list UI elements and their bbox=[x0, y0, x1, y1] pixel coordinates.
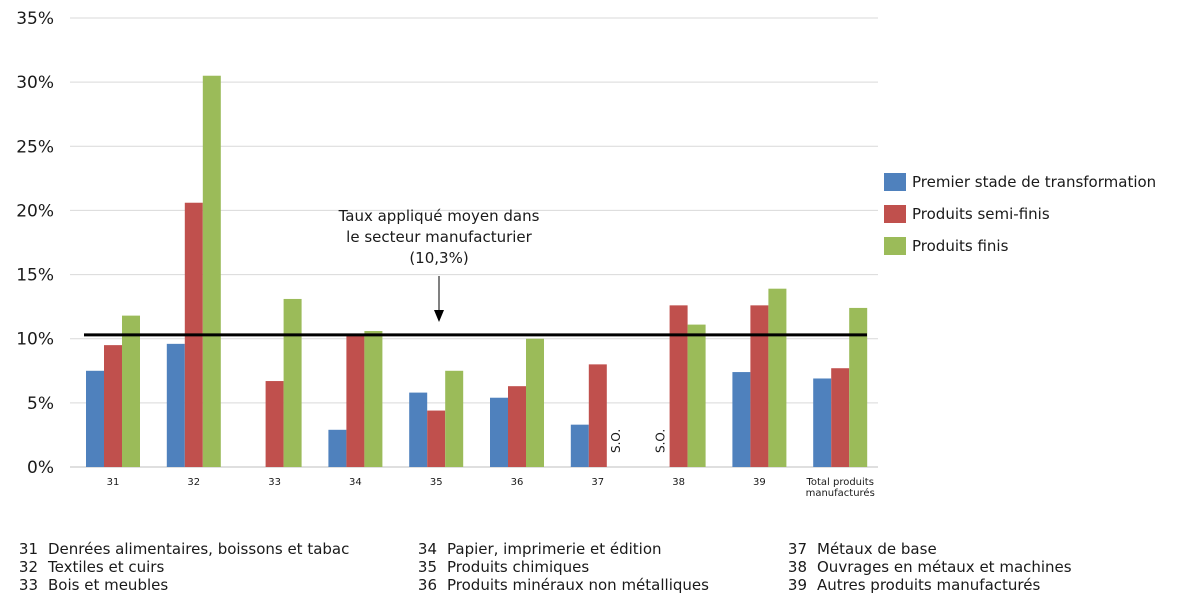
bar bbox=[283, 298, 302, 467]
footnote-row: 37 Métaux de base bbox=[769, 540, 1072, 558]
x-tick-label: 37 bbox=[591, 477, 604, 488]
bar bbox=[202, 75, 221, 467]
bar bbox=[265, 381, 284, 467]
y-tick-label: 5% bbox=[27, 394, 54, 414]
bar bbox=[508, 386, 526, 467]
footnote-code: 32 bbox=[18, 558, 38, 576]
footnote-code: 34 bbox=[417, 540, 437, 558]
annotation-arrow-head bbox=[434, 310, 444, 322]
legend-label: Premier stade de transformation bbox=[912, 173, 1157, 191]
x-tick-label: manufacturés bbox=[806, 487, 875, 499]
legend-item-semi-finis: Produits semi-finis bbox=[884, 204, 1156, 224]
footnote-row: 36 Produits minéraux non métalliques bbox=[399, 576, 709, 594]
footnote-row: 35 Produits chimiques bbox=[399, 558, 709, 576]
legend-label: Produits finis bbox=[912, 237, 1009, 255]
na-marker: S.O. bbox=[654, 429, 668, 453]
x-tick-label: Total produits bbox=[805, 477, 874, 488]
x-tick-label: 36 bbox=[511, 477, 524, 488]
y-tick-label: 35% bbox=[16, 9, 54, 29]
footnote-code: 33 bbox=[18, 576, 38, 594]
bar bbox=[849, 307, 868, 467]
footnote-label: Produits chimiques bbox=[447, 558, 590, 576]
footnote-row: 34 Papier, imprimerie et édition bbox=[399, 540, 709, 558]
x-tick-label: 31 bbox=[107, 477, 120, 488]
bar bbox=[490, 397, 508, 467]
bar bbox=[427, 410, 446, 467]
footnote-code: 35 bbox=[417, 558, 437, 576]
footnote-code: 31 bbox=[18, 540, 38, 558]
footnote-code: 36 bbox=[417, 576, 437, 594]
legend-swatch bbox=[884, 237, 906, 255]
bar bbox=[669, 305, 688, 467]
bar bbox=[570, 424, 589, 467]
y-tick-label: 20% bbox=[16, 201, 54, 221]
footnote-row: 31 Denrées alimentaires, boissons et tab… bbox=[0, 540, 349, 558]
footnote-label: Métaux de base bbox=[817, 540, 937, 558]
y-tick-label: 15% bbox=[16, 266, 54, 286]
footnote-row: 33 Bois et meubles bbox=[0, 576, 349, 594]
footnote-label: Produits minéraux non métalliques bbox=[447, 576, 709, 594]
legend-item-premier-stade: Premier stade de transformation bbox=[884, 172, 1156, 192]
footnote-label: Textiles et cuirs bbox=[48, 558, 165, 576]
bar bbox=[768, 288, 787, 467]
bar bbox=[122, 315, 140, 467]
legend-item-finis: Produits finis bbox=[884, 236, 1156, 256]
y-tick-label: 10% bbox=[16, 330, 54, 350]
footnote-code: 39 bbox=[787, 576, 807, 594]
footnote-column: 31 Denrées alimentaires, boissons et tab… bbox=[0, 540, 349, 594]
bar bbox=[732, 372, 751, 467]
y-tick-label: 30% bbox=[16, 73, 54, 93]
annotation-text: le secteur manufacturier bbox=[346, 228, 532, 246]
x-tick-label: 32 bbox=[187, 477, 200, 488]
bar bbox=[328, 429, 347, 467]
footnote-column: 34 Papier, imprimerie et édition 35 Prod… bbox=[399, 540, 709, 594]
x-tick-label: 35 bbox=[430, 477, 443, 488]
footnote-row: 38 Ouvrages en métaux et machines bbox=[769, 558, 1072, 576]
bar bbox=[104, 345, 122, 467]
footnote-code: 38 bbox=[787, 558, 807, 576]
footnote-label: Ouvrages en métaux et machines bbox=[817, 558, 1072, 576]
chart-legend: Premier stade de transformation Produits… bbox=[884, 172, 1156, 268]
footnote-label: Papier, imprimerie et édition bbox=[447, 540, 662, 558]
na-marker: S.O. bbox=[609, 429, 623, 453]
bar bbox=[526, 338, 544, 467]
legend-swatch bbox=[884, 173, 906, 191]
legend-label: Produits semi-finis bbox=[912, 205, 1050, 223]
bar bbox=[166, 343, 185, 467]
bar-chart: 0% 5% 10% 15% 20% 25% 30% 35% 31 32 33 34 35 36 37 38 39… bbox=[16, 9, 878, 499]
bar bbox=[831, 368, 850, 467]
bar bbox=[445, 370, 464, 467]
footnote-label: Autres produits manufacturés bbox=[817, 576, 1041, 594]
x-tick-label: 39 bbox=[753, 477, 766, 488]
bar bbox=[409, 392, 428, 467]
x-tick-label: 38 bbox=[672, 477, 685, 488]
footnote-code: 37 bbox=[787, 540, 807, 558]
x-tick-label: 33 bbox=[268, 477, 281, 488]
annotation-text: (10,3%) bbox=[409, 249, 468, 267]
y-tick-label: 0% bbox=[27, 458, 54, 478]
footnote-label: Denrées alimentaires, boissons et tabac bbox=[48, 540, 350, 558]
legend-swatch bbox=[884, 205, 906, 223]
footnote-row: 32 Textiles et cuirs bbox=[0, 558, 349, 576]
bar bbox=[687, 324, 706, 467]
bar bbox=[750, 305, 769, 467]
bar bbox=[364, 331, 383, 467]
footnote-row: 39 Autres produits manufacturés bbox=[769, 576, 1072, 594]
footnote-column: 37 Métaux de base 38 Ouvrages en métaux … bbox=[769, 540, 1072, 594]
annotation-text: Taux appliqué moyen dans bbox=[338, 207, 540, 225]
bar bbox=[346, 334, 365, 467]
bar bbox=[588, 364, 607, 467]
y-tick-label: 25% bbox=[16, 137, 54, 157]
bar bbox=[86, 370, 104, 467]
x-tick-label: 34 bbox=[349, 477, 362, 488]
bar bbox=[813, 378, 832, 467]
footnote-label: Bois et meubles bbox=[48, 576, 169, 594]
